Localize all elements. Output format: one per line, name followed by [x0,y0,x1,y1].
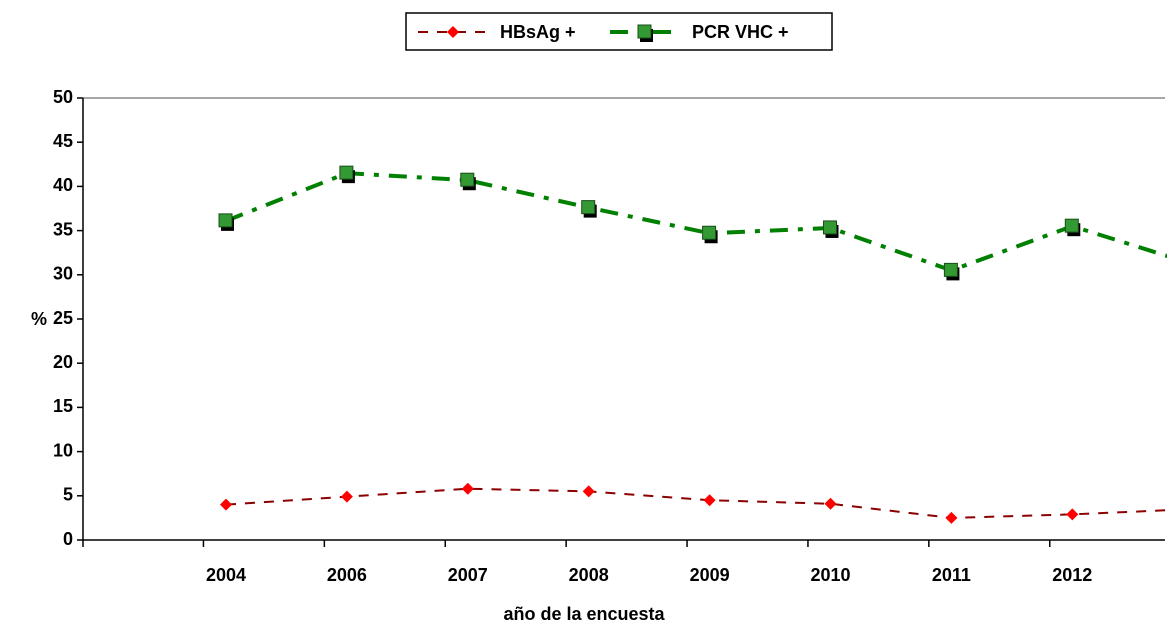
x-axis-label: año de la encuesta [503,604,665,624]
x-tick-label: 2011 [932,565,971,585]
point [582,485,595,498]
point [1066,508,1079,521]
point [945,511,958,524]
y-tick-label: 30 [53,264,73,284]
point [1064,218,1079,233]
point [461,482,474,495]
point [460,172,475,187]
y-tick-label: 20 [53,352,73,372]
y-tick-label: 40 [53,175,73,195]
y-tick-label: 15 [53,396,73,416]
x-tick-label: 2004 [206,565,246,585]
x-tick-label: 2007 [448,565,488,585]
legend-marker [637,24,652,39]
x-tick-label: 2009 [690,565,730,585]
point [824,497,837,510]
y-tick-label: 50 [53,87,73,107]
x-tick-label: 2012 [1052,565,1092,585]
x-tick-label: 2008 [569,565,609,585]
y-tick-label: 0 [63,529,73,549]
point [943,262,958,277]
point [220,498,232,511]
series-line [225,487,1167,519]
x-tick-label: 2006 [327,565,367,585]
point [702,225,717,240]
point [340,490,353,503]
y-tick-label: 45 [53,131,73,151]
series-line [225,171,1167,273]
y-tick-label: 10 [53,440,73,460]
y-axis-label: % [31,309,47,329]
point [823,220,837,235]
point [703,494,716,507]
point [218,213,233,228]
y-tick-label: 5 [63,485,73,505]
legend-label: HBsAg + [500,22,576,42]
y-tick-label: 35 [53,219,73,239]
legend-marker [447,26,459,38]
y-tick-label: 25 [53,308,73,328]
x-tick-label: 2010 [810,565,850,585]
legend-label: PCR VHC + [692,22,789,42]
point [339,165,354,180]
point [581,200,596,215]
